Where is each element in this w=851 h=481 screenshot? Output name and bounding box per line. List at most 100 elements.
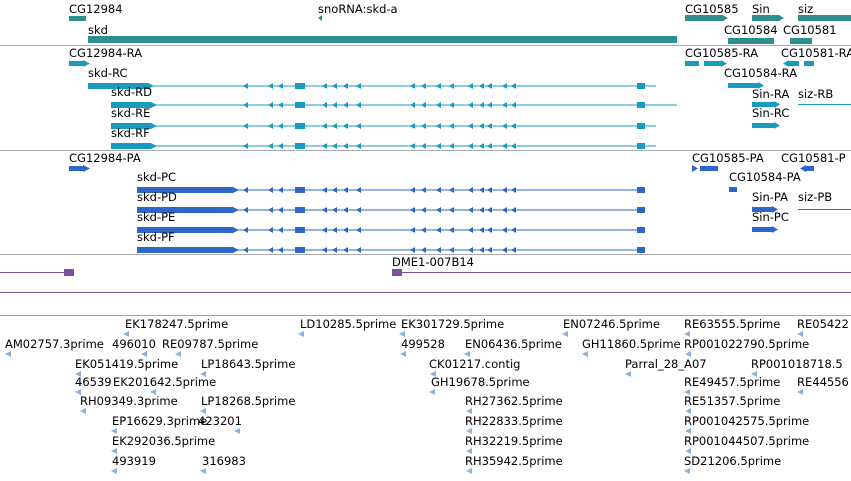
est-feature[interactable] [80,408,86,414]
est-feature[interactable] [200,468,206,474]
protein-feature-skd-pc[interactable] [137,187,645,193]
est-feature[interactable] [429,389,435,395]
est-feature[interactable] [685,448,691,454]
est-feature[interactable] [75,389,81,395]
est-feature[interactable] [685,428,691,434]
transcript-feature-sin-ra[interactable] [752,102,774,107]
protein-feature-cg12984-pa[interactable] [69,166,83,171]
exon-block [233,227,239,233]
est-feature[interactable] [625,371,631,377]
transcript-feature-skd-rf[interactable] [111,143,656,149]
transcript-feature-cg12984-ra[interactable] [69,61,83,66]
est-feature[interactable] [751,371,757,377]
est-feature[interactable] [399,331,405,337]
est-feature[interactable] [797,331,803,337]
est-feature[interactable] [466,428,472,434]
exon-block [436,143,441,149]
exon-block [243,247,248,253]
est-feature[interactable] [298,331,304,337]
exon-block [322,207,327,213]
exon-block [511,207,516,213]
est-feature[interactable] [582,351,588,357]
exon-block [449,247,454,253]
est-feature[interactable] [430,371,436,377]
est-feature[interactable] [400,351,406,357]
exon-block [637,247,645,253]
est-feature[interactable] [111,448,117,454]
protein-feature-sin-pc[interactable] [752,227,772,232]
exon-block [410,123,415,129]
est-feature[interactable] [111,468,117,474]
est-feature[interactable] [5,351,11,357]
bac-feature-dme1-007b14[interactable] [392,269,402,276]
est-label: LP18268.5prime [201,394,295,408]
exon-block [151,102,157,108]
exon-block [511,83,516,89]
exon-block [322,227,327,233]
gene-feature-cg10584[interactable] [728,38,774,44]
gene-feature-cg10585[interactable] [685,15,723,21]
protein-feature-skd-pd[interactable] [137,207,645,213]
est-feature[interactable] [797,389,803,395]
est-label: 496010 [112,337,156,351]
est-feature[interactable] [684,468,690,474]
transcript-feature-cg10584-ra[interactable] [728,83,758,88]
protein-feature-cg10584-pa[interactable] [729,187,737,192]
exon-block [479,207,484,213]
est-feature[interactable] [685,408,691,414]
est-feature[interactable] [466,408,472,414]
est-label: EK301729.5prime [401,317,504,331]
transcript-feature-skd-rc[interactable] [88,83,656,89]
protein-feature-skd-pe[interactable] [137,227,645,233]
exon-block [487,123,492,129]
gene-feature-skd[interactable] [88,36,677,43]
exon-block [449,187,454,193]
est-feature[interactable] [200,371,206,377]
est-feature[interactable] [200,408,206,414]
est-feature[interactable] [684,331,690,337]
transcript-feature-cg10585-ra[interactable] [685,61,699,66]
gene-feature-sin[interactable] [752,15,779,21]
est-feature[interactable] [685,351,691,357]
exon-block [468,83,473,89]
gene-feature-snorna-skd-a[interactable] [318,15,322,21]
est-feature[interactable] [234,428,240,434]
gene-feature-cg12984[interactable] [69,16,86,21]
gene-feature-cg10581[interactable] [790,38,812,44]
est-feature[interactable] [75,371,81,377]
est-label: RE44556 [797,375,849,389]
protein-feature-cg10581-p[interactable] [800,165,806,172]
transcript-feature-skd-re[interactable] [111,123,656,129]
exon-block [511,102,516,108]
est-feature[interactable] [141,351,147,357]
exon-block [295,187,305,193]
protein-feature-sin-pa[interactable] [752,207,772,212]
exon-block [268,83,273,89]
exon-block [356,143,361,149]
exon-block [421,143,426,149]
exon-block [421,102,426,108]
transcript-feature-sin-rc[interactable] [752,123,774,128]
feature-label: skd-RE [111,106,150,120]
feature-label: siz-RB [798,87,833,101]
est-feature[interactable] [466,448,472,454]
est-feature[interactable] [123,331,129,337]
est-feature[interactable] [175,351,181,357]
bac-feature-end-left[interactable] [64,269,74,276]
est-feature[interactable] [464,351,470,357]
protein-feature-skd-pf[interactable] [137,247,645,253]
gene-feature-siz[interactable] [798,15,851,21]
exon-block [487,227,492,233]
gene-feature-cg10585-arrow [723,15,728,21]
feature-label: CG12984 [69,2,123,16]
est-feature[interactable] [150,389,156,395]
transcript-feature-skd-rd[interactable] [111,102,677,108]
est-feature[interactable] [111,428,117,434]
protein-feature-cg10585-pa[interactable] [692,165,698,172]
transcript-arrow [83,60,90,67]
feature-label: CG10581 [783,23,837,37]
est-feature[interactable] [562,331,568,337]
transcript-feature-cg10581-ra[interactable] [783,60,789,67]
est-feature[interactable] [684,389,690,395]
est-feature[interactable] [466,468,472,474]
